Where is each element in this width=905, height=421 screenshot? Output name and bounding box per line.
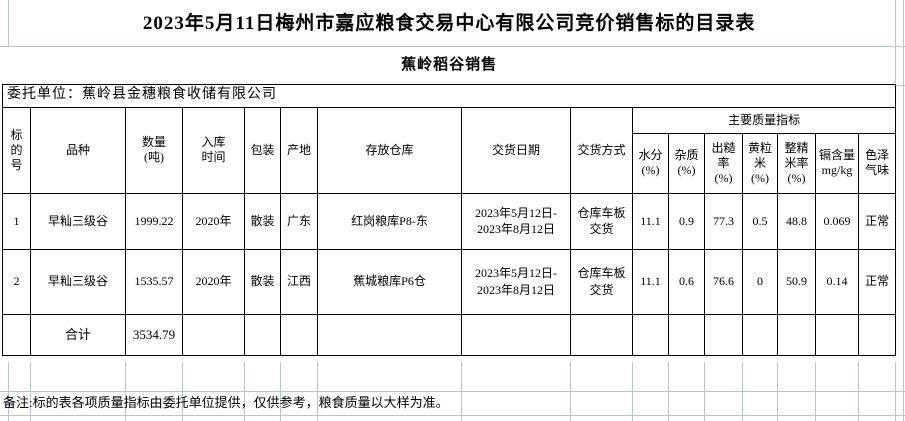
- total-label: 合计: [30, 313, 126, 356]
- header-quantity: 数量 (吨): [125, 106, 183, 194]
- cell-delivery-method: 仓库车板 交货: [570, 192, 633, 250]
- header-variety: 品种: [30, 106, 126, 194]
- cell-quantity: 1535.57: [125, 248, 183, 315]
- header-quality-group: 主要质量指标: [631, 106, 897, 134]
- cell-empty: [742, 313, 778, 356]
- cell-empty: [632, 313, 669, 356]
- cell-cadmium: 0.069: [815, 192, 859, 250]
- cell-variety: 早籼三级谷: [30, 192, 126, 250]
- cell-brown-rice-rate: 77.3: [704, 192, 743, 250]
- header-delivery-method: 交货方式: [570, 106, 633, 194]
- cell-head-rice-rate: 48.8: [777, 192, 816, 250]
- cell-moisture: 11.1: [632, 248, 669, 315]
- cell-warehouse: 红岗粮库P8-东: [317, 192, 462, 250]
- gridline: [0, 46, 905, 47]
- cell-intake-time: 2020年: [182, 248, 245, 315]
- cell-empty: [668, 313, 705, 356]
- header-warehouse: 存放仓库: [317, 106, 462, 194]
- gridline: [895, 85, 905, 86]
- header-yellow-grain: 黄粒 米 (%): [742, 132, 778, 194]
- cell-origin: 江西: [280, 248, 318, 315]
- cell-yellow-grain: 0: [742, 248, 778, 315]
- cell-empty: [570, 313, 633, 356]
- cell-packaging: 散装: [244, 192, 281, 250]
- table-row-2: 2 早籼三级谷 1535.57 2020年 散装 江西 蕉城粮库P6仓 2023…: [2, 248, 897, 315]
- gridline: [8, 0, 9, 46]
- cell-packaging: 散装: [244, 248, 281, 315]
- title-row: 2023年5月11日梅州市嘉应粮食交易中心有限公司竞价销售标的目录表: [3, 2, 896, 46]
- header-intake-time: 入库 时间: [182, 106, 245, 194]
- cell-color-odor: 正常: [857, 248, 897, 315]
- cell-variety: 早籼三级谷: [30, 248, 126, 315]
- cell-intake-time: 2020年: [182, 192, 245, 250]
- header-head-rice-rate: 整精 米率 (%): [777, 132, 816, 194]
- subtitle-row: 蕉岭稻谷销售: [3, 46, 896, 84]
- header-impurity: 杂质 (%): [668, 132, 705, 194]
- header-delivery-date: 交货日期: [461, 106, 571, 194]
- cell-bid-no: 2: [2, 248, 31, 315]
- header-origin: 产地: [280, 106, 318, 194]
- cell-empty: [182, 313, 245, 356]
- auction-catalog-table: 2023年5月11日梅州市嘉应粮食交易中心有限公司竞价销售标的目录表 蕉岭稻谷销…: [1, 2, 897, 356]
- gridline: [0, 415, 905, 416]
- consignor-label: 委托单位：蕉岭县金穗粮食收储有限公司: [1, 83, 897, 108]
- header-bid-no: 标 的 号: [2, 106, 31, 194]
- cell-yellow-grain: 0.5: [742, 192, 778, 250]
- cell-empty: [777, 313, 816, 356]
- cell-empty: [317, 313, 462, 356]
- cell-quantity: 1999.22: [125, 192, 183, 250]
- cell-empty: [704, 313, 743, 356]
- header-row-top: 标 的 号 品种 数量 (吨) 入库 时间 包装 产地 存放仓库 交货日期 交货…: [2, 106, 897, 194]
- consignor-row: 委托单位：蕉岭县金穗粮食收储有限公司: [1, 83, 897, 108]
- cell-empty: [280, 313, 318, 356]
- cell-warehouse: 蕉城粮库P6仓: [317, 248, 462, 315]
- cell-impurity: 0.9: [668, 192, 705, 250]
- cell-bid-no: 1: [2, 192, 31, 250]
- cell-origin: 广东: [280, 192, 318, 250]
- cell-empty: [461, 313, 571, 356]
- cell-impurity: 0.6: [668, 248, 705, 315]
- cell-head-rice-rate: 50.9: [777, 248, 816, 315]
- cell-cadmium: 0.14: [815, 248, 859, 315]
- cell-empty: [2, 313, 31, 356]
- header-packaging: 包装: [244, 106, 281, 194]
- header-row-quality: 水分 (%) 杂质 (%) 出糙 率 (%) 黄粒 米 (%) 整精 米率 (%…: [3, 132, 897, 194]
- table-row-1: 1 早籼三级谷 1999.22 2020年 散装 广东 红岗粮库P8-东 202…: [2, 192, 897, 250]
- remark-note: 备注:标的表各项质量指标由委托单位提供，仅供参考，粮食质量以大样为准。: [3, 395, 449, 410]
- gridline: [0, 391, 905, 392]
- cell-delivery-method: 仓库车板 交货: [570, 248, 633, 315]
- gridline: [903, 0, 904, 421]
- cell-brown-rice-rate: 76.6: [704, 248, 743, 315]
- cell-delivery-date: 2023年5月12日- 2023年8月12日: [461, 192, 571, 250]
- header-moisture: 水分 (%): [632, 132, 669, 194]
- total-row: 合计 3534.79: [2, 313, 897, 356]
- cell-empty: [857, 313, 897, 356]
- cell-color-odor: 正常: [857, 192, 897, 250]
- header-color-odor: 色泽 气味: [857, 132, 897, 194]
- gridline: [895, 0, 896, 85]
- cell-moisture: 11.1: [632, 192, 669, 250]
- page-subtitle: 蕉岭稻谷销售: [401, 56, 498, 73]
- cell-empty: [815, 313, 859, 356]
- cell-empty: [244, 313, 281, 356]
- page-title: 2023年5月11日梅州市嘉应粮食交易中心有限公司竞价销售标的目录表: [142, 13, 756, 35]
- header-cadmium: 镉含量 mg/kg: [815, 132, 859, 194]
- cell-delivery-date: 2023年5月12日- 2023年8月12日: [461, 248, 571, 315]
- header-brown-rice-rate: 出糙 率 (%): [704, 132, 743, 194]
- total-quantity: 3534.79: [125, 313, 183, 356]
